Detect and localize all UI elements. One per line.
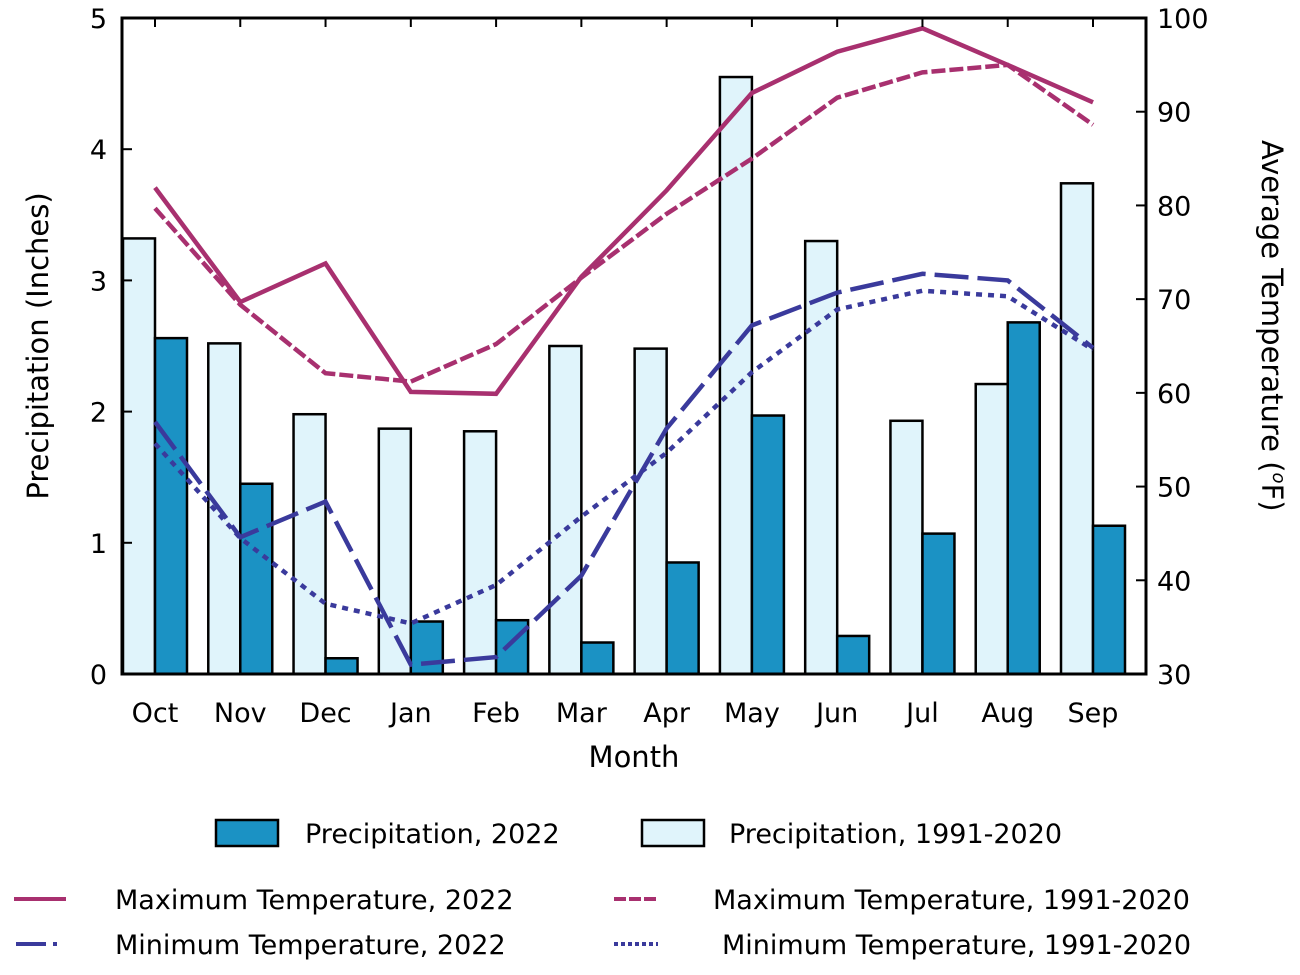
bar-precip-normal-jun [803,239,839,676]
y2-tick-label: 90 [1157,98,1191,129]
x-tick-label: Jun [814,698,858,729]
bar-precip-normal-sep [1059,182,1095,676]
y-tick-label: 1 [90,529,107,560]
x-tick-label: Apr [643,698,691,729]
x-tick-label: Aug [981,698,1034,729]
line-min-temp-2022 [153,271,1095,667]
bars-layer [121,75,1127,676]
legend-label-max-2022: Maximum Temperature, 2022 [115,885,514,916]
legend-label-max-normal: Maximum Temperature, 1991-2020 [713,885,1190,916]
legend: Precipitation, 2022 Precipitation, 1991-… [14,818,1191,961]
bar-precip-2022-jan [409,620,445,676]
y2-tick-label: 80 [1157,191,1191,222]
legend-label-precip-normal: Precipitation, 1991-2020 [729,819,1062,850]
x-tick-label: May [724,698,780,729]
x-tick-label: Sep [1068,698,1119,729]
y2-tick-label: 40 [1157,566,1191,597]
x-tick-label: Dec [299,698,351,729]
y2-axis-title: Average Temperature (oF) [1255,140,1289,512]
bar-precip-normal-feb [462,430,498,676]
bar-precip-2022-apr [665,561,700,676]
line-max-temp-normal [153,62,1095,384]
bar-precip-normal-apr [633,347,668,676]
line-min-temp-normal [153,288,1095,626]
lines-layer [153,25,1095,667]
y2-axis-title-degree: o [1268,473,1289,484]
tick-labels-layer: Oct Nov Dec Jan Feb Mar Apr May Jun Jul Aug Sep 0 1 2 3… [90,4,1209,729]
y2-axis-title-main: Average Temperature ( [1255,140,1289,473]
x-axis-title: Month [589,740,680,774]
legend-label-min-normal: Minimum Temperature, 1991-2020 [722,930,1191,961]
x-tick-label: Oct [132,698,179,729]
x-tick-label: Feb [472,698,520,729]
y2-tick-label: 60 [1157,379,1191,410]
y2-tick-label: 100 [1157,4,1209,35]
y-tick-label: 0 [90,660,107,691]
bar-precip-2022-jul [921,532,956,676]
y2-tick-label: 70 [1157,285,1191,316]
legend-label-precip-2022: Precipitation, 2022 [305,819,560,850]
bar-precip-normal-jul [889,419,924,676]
y-tick-label: 4 [90,135,107,166]
y2-axis-title-unit: F) [1255,484,1289,512]
bar-precip-2022-feb [494,618,530,676]
bar-precip-2022-mar [580,641,615,676]
x-tick-label: Nov [214,698,267,729]
legend-swatch-precip-normal [640,818,706,848]
ticks-layer [122,18,1146,582]
y-tick-label: 5 [90,4,107,35]
plot-frame [120,16,1148,676]
y-axis-title: Precipitation (Inches) [21,192,55,499]
bar-precip-2022-may [750,414,786,676]
x-tick-label: Jan [388,698,432,729]
x-tick-label: Jul [904,698,939,729]
bar-precip-2022-nov [239,482,274,676]
x-tick-label: Mar [556,698,608,729]
bar-precip-normal-aug [974,382,1009,676]
bar-precip-2022-dec [324,657,359,676]
y-tick-label: 3 [90,266,107,297]
bar-precip-2022-oct [153,336,189,676]
legend-swatch-precip-2022 [214,818,280,848]
legend-label-min-2022: Minimum Temperature, 2022 [115,930,506,961]
bar-precip-normal-mar [548,344,583,676]
bar-precip-2022-jun [835,634,871,676]
y2-tick-label: 30 [1157,660,1191,691]
bar-precip-normal-oct [121,237,157,676]
bar-precip-normal-dec [292,412,327,676]
y2-tick-label: 50 [1157,473,1191,504]
line-max-temp-2022 [153,25,1094,397]
y-tick-label: 2 [90,398,107,429]
bar-precip-2022-sep [1091,524,1127,676]
bar-precip-2022-aug [1006,321,1041,676]
